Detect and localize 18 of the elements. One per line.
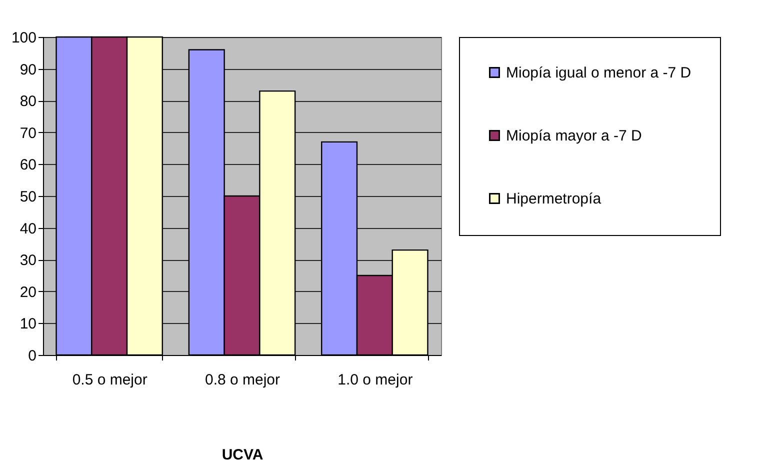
y-tick-label: 20 (20, 284, 36, 301)
y-tick-label: 40 (20, 220, 36, 238)
legend-label: Hipermetropía (506, 190, 602, 208)
y-tick-label: 0 (28, 348, 36, 364)
y-tick-label: 100 (11, 30, 36, 46)
y-tick-label: 90 (20, 61, 36, 78)
y-tick-label: 50 (20, 188, 36, 206)
legend-label: Miopía mayor a -7 D (506, 128, 642, 144)
x-tick-label: 0.8 o mejor (204, 372, 280, 388)
y-tick-label: 60 (20, 156, 36, 174)
x-tick-label: 1.0 o mejor (338, 372, 413, 388)
x-tick-label: 0.5 o mejor (72, 372, 148, 388)
y-tick-label: 80 (20, 93, 36, 110)
legend-label: Miopía igual o menor a -7 D (506, 64, 692, 82)
x-axis-title: UCVA (222, 446, 264, 464)
y-tick-label: 70 (20, 124, 36, 142)
y-tick-label: 10 (20, 316, 36, 333)
y-tick-label: 30 (20, 252, 36, 270)
